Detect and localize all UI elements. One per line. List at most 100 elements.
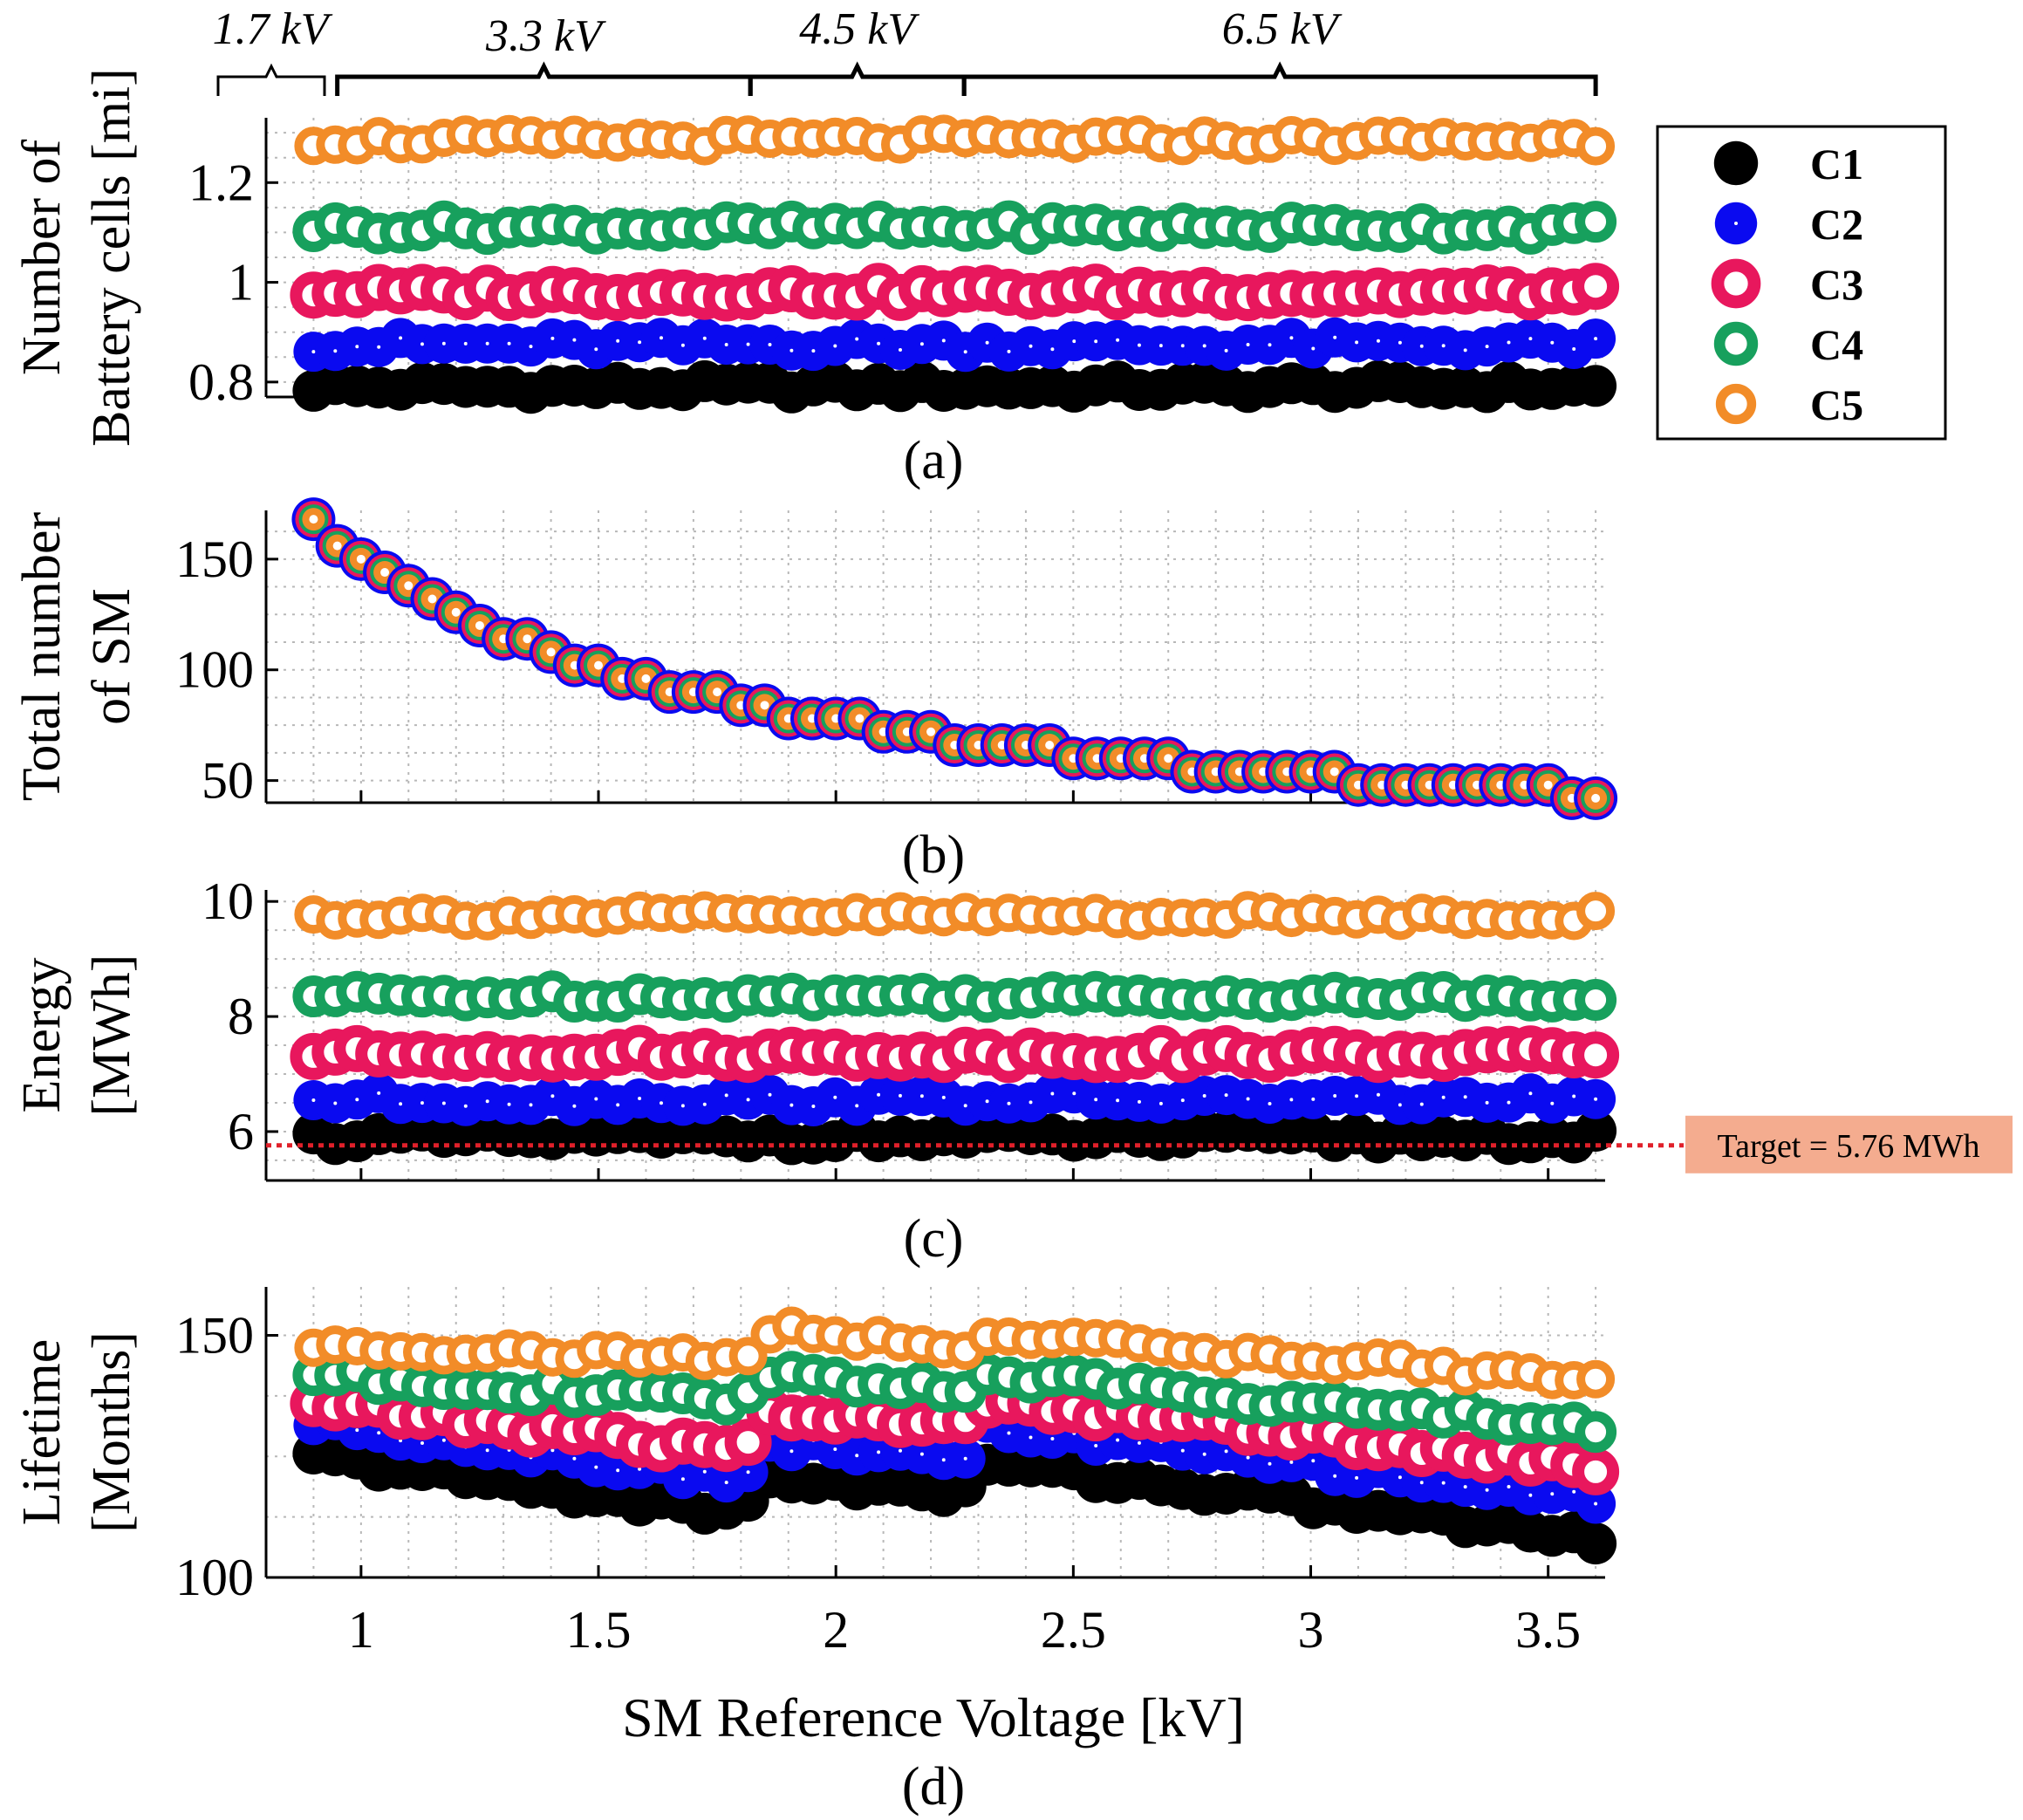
marker-c1-59 (1575, 1110, 1617, 1152)
panel-label-b: (b) (902, 825, 965, 885)
y-tick-label: 50 (202, 752, 254, 810)
legend-label: C3 (1810, 260, 1863, 309)
marker-dot-11 (550, 336, 555, 340)
marker-dot-52 (1441, 1095, 1445, 1099)
marker-c4-legend (1713, 321, 1759, 366)
marker-dot-59 (1594, 1097, 1598, 1101)
marker-dot-9 (507, 1102, 511, 1106)
marker-dot-54 (1485, 1100, 1489, 1105)
marker-dot-15 (638, 340, 642, 345)
marker-dot-19 (724, 1093, 728, 1098)
marker-dot-50 (1398, 340, 1402, 345)
marker-dot-25 (855, 337, 859, 341)
ring-center (594, 660, 604, 670)
marker-dot-48 (1355, 1475, 1359, 1480)
legend-label: C2 (1810, 200, 1863, 249)
marker-dot-4 (399, 336, 403, 340)
marker-dot-0 (311, 350, 316, 354)
marker-dot-16 (660, 336, 663, 340)
marker-dot-21 (768, 1092, 772, 1097)
marker-dot-6 (441, 1101, 446, 1105)
marker-dot-58 (1572, 1489, 1576, 1494)
x-tick-label: 3 (1298, 1601, 1324, 1659)
marker-dot-40 (1180, 344, 1185, 348)
series-c1 (292, 359, 1617, 414)
marker-dot-55 (1507, 1100, 1511, 1105)
marker-dot-51 (1419, 1102, 1424, 1106)
ring-center (332, 541, 342, 551)
series-c2 (293, 1072, 1616, 1126)
marker-dot-37 (1116, 1438, 1120, 1442)
marker-dot-3 (377, 345, 381, 349)
marker-dot-15 (638, 1467, 642, 1471)
marker-dot-55 (1507, 340, 1511, 345)
ring-center (855, 714, 865, 723)
marker-dot-46 (1311, 1459, 1316, 1463)
y-tick-label: 1.2 (188, 154, 254, 211)
ring-center (1591, 793, 1601, 803)
legend-label: C5 (1810, 380, 1863, 429)
band-label: 1.7 kV (213, 4, 333, 54)
marker-dot-43 (1246, 343, 1250, 346)
marker-dot-57 (1550, 1101, 1555, 1105)
marker-dot-25 (855, 1104, 859, 1108)
marker-dot-22 (789, 348, 794, 352)
marker-dot-29 (941, 1458, 946, 1462)
y-tick-label: 0.8 (188, 353, 254, 411)
series-c4 (292, 1350, 1617, 1454)
y-tick-label: 150 (175, 1307, 254, 1365)
marker-dot-53 (1463, 348, 1467, 352)
legend-label: C4 (1810, 320, 1863, 369)
marker-dot-11 (550, 1448, 555, 1453)
series-c3 (290, 263, 1620, 322)
series-c4 (292, 970, 1617, 1023)
x-tick-label: 1 (348, 1601, 374, 1659)
marker-dot-2 (355, 345, 359, 349)
marker-dot-11 (550, 1094, 555, 1098)
marker-dot-57 (1550, 340, 1555, 345)
marker-dot-45 (1289, 1460, 1294, 1464)
marker-dot-45 (1289, 336, 1294, 340)
panel-label-a: (a) (904, 431, 964, 490)
marker-dot-12 (572, 1456, 577, 1461)
point-6 (434, 590, 478, 634)
marker-dot-58 (1572, 1094, 1576, 1098)
point-54 (1574, 776, 1618, 820)
marker-dot-45 (1289, 1098, 1294, 1102)
y-tick-label: 1 (228, 254, 254, 311)
marker-dot-8 (485, 341, 489, 346)
band-bracket-path (961, 61, 1598, 96)
ring-center (760, 701, 769, 710)
marker-dot-25 (855, 1454, 859, 1458)
point-4 (386, 564, 431, 608)
y-axis-label: Number of (12, 139, 72, 375)
marker-dot-47 (1333, 1474, 1337, 1478)
marker-dot-18 (702, 1469, 707, 1474)
marker-dot-7 (463, 341, 468, 346)
y-tick-label: 10 (202, 872, 254, 930)
marker-dot-1 (333, 1101, 338, 1105)
marker-dot-34 (1050, 1091, 1055, 1096)
marker-dot-20 (746, 1098, 750, 1102)
marker-c1-59 (1575, 1522, 1617, 1565)
marker-dot-48 (1355, 340, 1359, 345)
marker-dot-24 (833, 344, 837, 348)
band-label: 6.5 kV (1222, 4, 1343, 54)
marker-dot-38 (1138, 343, 1141, 347)
ring-center (546, 647, 556, 657)
series-c1 (292, 1433, 1617, 1565)
series-group-c (290, 891, 1620, 1166)
marker-dot-42 (1224, 348, 1228, 352)
marker-dot-32 (1007, 1101, 1011, 1105)
marker-dot-19 (724, 343, 728, 346)
band-bracket-path (748, 61, 967, 96)
marker-dot-legend (1734, 222, 1738, 225)
marker-dot-39 (1158, 1101, 1163, 1105)
marker-dot-17 (680, 1104, 685, 1108)
ring-center (427, 594, 437, 604)
marker-dot-41 (1202, 1452, 1206, 1456)
marker-dot-39 (1158, 344, 1163, 348)
marker-c4-59 (1575, 201, 1617, 243)
marker-dot-34 (1050, 347, 1055, 352)
